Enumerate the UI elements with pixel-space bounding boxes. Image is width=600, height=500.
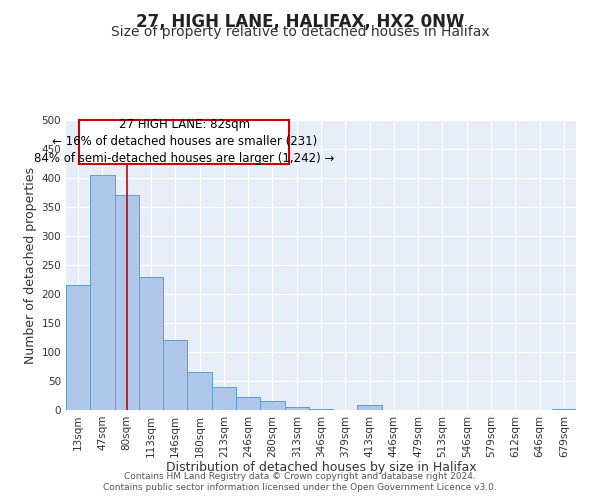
Bar [260,402,284,410]
Bar [552,409,576,410]
Bar [358,406,382,410]
Bar [90,175,115,410]
X-axis label: Distribution of detached houses by size in Halifax: Distribution of detached houses by size … [166,461,476,474]
Bar [212,387,236,410]
Text: Size of property relative to detached houses in Halifax: Size of property relative to detached ho… [110,25,490,39]
Text: Contains HM Land Registry data © Crown copyright and database right 2024.: Contains HM Land Registry data © Crown c… [124,472,476,481]
Bar [66,286,90,410]
Bar [115,196,139,410]
Text: Contains public sector information licensed under the Open Government Licence v3: Contains public sector information licen… [103,484,497,492]
Bar [163,340,187,410]
Bar [309,409,333,410]
Text: 27, HIGH LANE, HALIFAX, HX2 0NW: 27, HIGH LANE, HALIFAX, HX2 0NW [136,12,464,30]
Bar [236,397,260,410]
Bar [284,407,309,410]
Bar [187,372,212,410]
FancyBboxPatch shape [79,120,289,164]
Text: 27 HIGH LANE: 82sqm
← 16% of detached houses are smaller (231)
84% of semi-detac: 27 HIGH LANE: 82sqm ← 16% of detached ho… [34,118,335,165]
Y-axis label: Number of detached properties: Number of detached properties [24,166,37,364]
Bar [139,276,163,410]
